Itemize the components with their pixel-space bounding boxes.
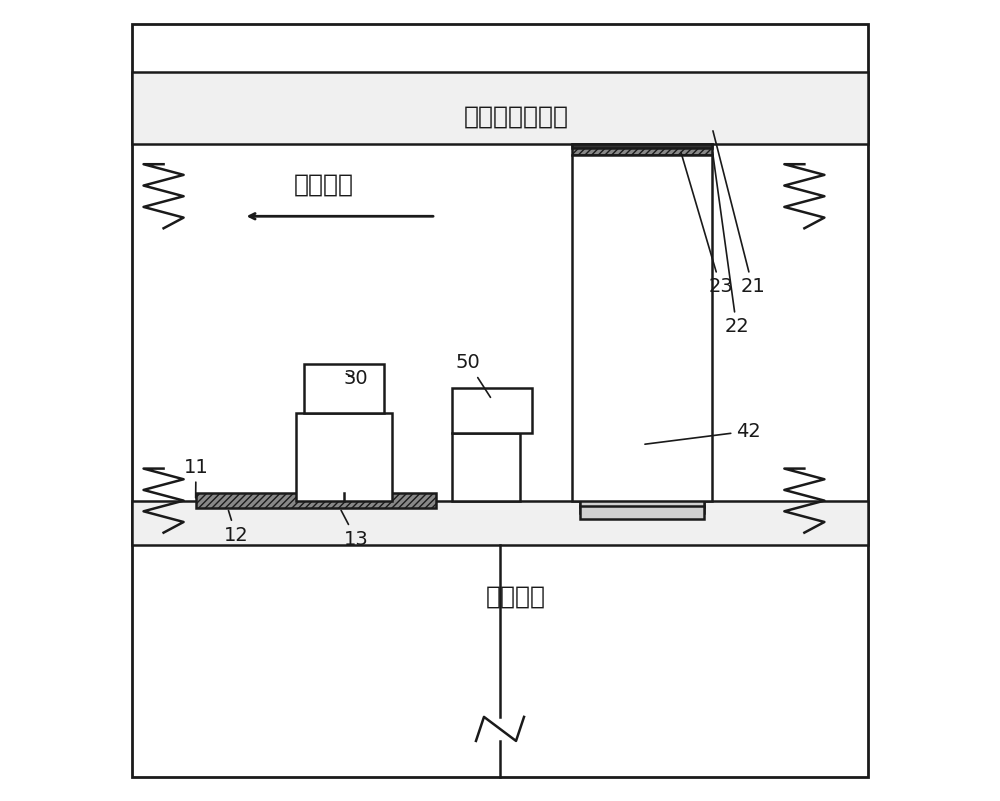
Bar bbox=[196, 493, 436, 508]
Bar bbox=[132, 501, 868, 545]
Bar bbox=[580, 482, 704, 495]
Bar bbox=[132, 72, 868, 144]
Bar bbox=[452, 388, 532, 433]
Bar bbox=[580, 488, 704, 501]
Text: 30: 30 bbox=[344, 369, 368, 388]
Bar bbox=[580, 494, 704, 507]
Bar bbox=[580, 506, 704, 519]
Text: 42: 42 bbox=[645, 421, 761, 445]
Bar bbox=[572, 144, 712, 155]
Text: 建筑物或托换梁: 建筑物或托换梁 bbox=[464, 104, 569, 128]
Text: 22: 22 bbox=[713, 152, 749, 336]
Text: 11: 11 bbox=[184, 457, 208, 498]
Bar bbox=[580, 500, 704, 513]
Text: 50: 50 bbox=[456, 353, 490, 397]
Text: 下轨道梁: 下轨道梁 bbox=[486, 585, 546, 609]
Bar bbox=[304, 364, 384, 413]
Bar bbox=[572, 155, 712, 501]
Text: 平移方向: 平移方向 bbox=[294, 172, 354, 196]
Text: 21: 21 bbox=[713, 131, 765, 296]
Text: 12: 12 bbox=[224, 510, 248, 545]
Bar bbox=[452, 433, 520, 501]
Bar bbox=[296, 413, 392, 501]
Text: 13: 13 bbox=[341, 510, 369, 549]
Text: 23: 23 bbox=[681, 152, 733, 296]
Bar bbox=[572, 144, 712, 148]
